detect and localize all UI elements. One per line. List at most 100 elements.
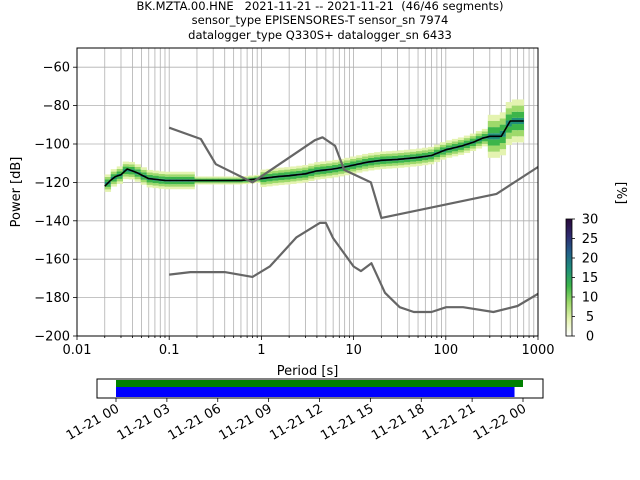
heatmap-cell bbox=[164, 176, 171, 180]
heatmap-cell bbox=[469, 138, 477, 142]
heatmap-cell bbox=[134, 169, 141, 172]
heatmap-cell bbox=[296, 170, 303, 174]
heatmap-cell bbox=[158, 176, 165, 179]
heatmap-cell bbox=[517, 105, 525, 112]
heatmap-cell bbox=[116, 176, 124, 179]
heatmap-cell bbox=[451, 141, 459, 144]
heatmap-cell bbox=[415, 148, 423, 152]
heatmap-cell bbox=[380, 151, 387, 154]
heatmap-cell bbox=[194, 183, 201, 185]
heatmap-cell bbox=[499, 112, 507, 119]
heatmap-cell bbox=[499, 149, 507, 156]
heatmap-cell bbox=[404, 164, 411, 168]
heatmap-cell bbox=[421, 162, 429, 166]
heatmap-cell bbox=[404, 162, 411, 165]
heatmap-cell bbox=[332, 164, 339, 168]
mean-line bbox=[104, 120, 524, 187]
heatmap-cell bbox=[392, 153, 399, 156]
heatmap-cell bbox=[284, 172, 291, 175]
heatmap-cell bbox=[128, 176, 135, 180]
heatmap-cell bbox=[481, 128, 489, 132]
heatmap-cell bbox=[296, 165, 303, 169]
heatmap-cell bbox=[481, 143, 489, 147]
heatmap-cell bbox=[481, 131, 489, 134]
heatmap-cell bbox=[182, 171, 189, 175]
heatmap-cell bbox=[380, 161, 387, 164]
heatmap-cell bbox=[499, 124, 507, 131]
heatmap-cell bbox=[110, 169, 118, 172]
heatmap-cell bbox=[362, 153, 369, 157]
heatmap-cell bbox=[487, 145, 495, 152]
y-tick-label: −80 bbox=[43, 99, 70, 114]
heatmap-cell bbox=[404, 149, 411, 153]
heatmap-cell bbox=[433, 157, 441, 160]
heatmap-cell bbox=[302, 175, 309, 178]
heatmap-cell bbox=[427, 159, 435, 162]
heatmap-cell bbox=[415, 158, 423, 162]
heatmap-cell bbox=[272, 183, 279, 186]
heatmap-cell bbox=[134, 176, 141, 180]
heatmap-cell bbox=[308, 173, 315, 177]
heatmap-cell bbox=[398, 165, 405, 168]
heatmap-cell bbox=[230, 177, 237, 179]
heatmap-cell bbox=[398, 162, 405, 166]
heatmap-cell bbox=[457, 152, 465, 155]
heatmap-cell bbox=[433, 149, 441, 153]
heatmap-cell bbox=[296, 168, 303, 171]
heatmap-cell bbox=[415, 153, 423, 157]
heatmap-cell bbox=[487, 151, 495, 158]
heatmap-cell bbox=[218, 176, 225, 178]
heatmap-cell bbox=[344, 162, 351, 166]
heatmap-cell bbox=[152, 173, 159, 176]
timeline-tick-label: 11-21 00 bbox=[64, 401, 122, 443]
colorbar bbox=[565, 218, 573, 337]
heatmap-cell bbox=[116, 168, 124, 172]
heatmap-cell bbox=[284, 167, 291, 170]
heatmap-cell bbox=[320, 161, 327, 164]
heatmap-cell bbox=[374, 152, 381, 155]
heatmap-cell bbox=[517, 130, 525, 137]
heatmap-cell bbox=[176, 186, 183, 190]
heatmap-cell bbox=[296, 178, 303, 181]
heatmap-cell bbox=[511, 99, 519, 106]
heatmap-cell bbox=[242, 182, 249, 185]
heatmap-cell bbox=[326, 173, 333, 176]
heatmap-cell bbox=[511, 136, 519, 143]
heatmap-cell bbox=[254, 176, 261, 178]
heatmap-cell bbox=[320, 163, 327, 167]
heatmap-cell bbox=[218, 178, 225, 180]
heatmap-cell bbox=[146, 169, 153, 173]
heatmap-cell bbox=[308, 163, 315, 167]
heatmap-cell bbox=[374, 157, 381, 160]
heatmap-cell bbox=[445, 145, 453, 148]
heatmap-cell bbox=[212, 183, 219, 185]
heatmap-cell bbox=[463, 135, 471, 139]
heatmap-cell bbox=[404, 159, 411, 163]
heatmap-cell bbox=[314, 164, 321, 168]
chart-title-line2: sensor_type EPISENSORES-T sensor_sn 7974 bbox=[191, 13, 449, 27]
heatmap-cell bbox=[164, 171, 171, 175]
heatmap-cell bbox=[266, 171, 273, 174]
heatmap-cell bbox=[415, 161, 423, 164]
heatmap-cell bbox=[140, 177, 147, 180]
heatmap-cell bbox=[493, 127, 501, 134]
heatmap-cell bbox=[224, 181, 231, 183]
heatmap-cell bbox=[104, 179, 112, 182]
heatmap-cell bbox=[344, 167, 351, 171]
heatmap-cell bbox=[176, 174, 183, 177]
heatmap-cell bbox=[284, 177, 291, 180]
heatmap-cell bbox=[266, 181, 273, 184]
x-tick-label: 10 bbox=[345, 343, 362, 358]
heatmap-cell bbox=[158, 171, 165, 174]
heatmap-cell bbox=[272, 173, 279, 176]
heatmap-cell bbox=[242, 180, 249, 182]
timeline-tick-label: 11-21 12 bbox=[267, 401, 325, 443]
heatmap-cell bbox=[338, 171, 345, 174]
heatmap-cell bbox=[350, 166, 357, 169]
heatmap-cell bbox=[362, 156, 369, 159]
heatmap-cell bbox=[338, 168, 345, 172]
heatmap-cell bbox=[332, 174, 339, 178]
heatmap-cell bbox=[368, 157, 375, 161]
heatmap-cell bbox=[362, 158, 369, 162]
heatmap-cell bbox=[200, 183, 207, 185]
